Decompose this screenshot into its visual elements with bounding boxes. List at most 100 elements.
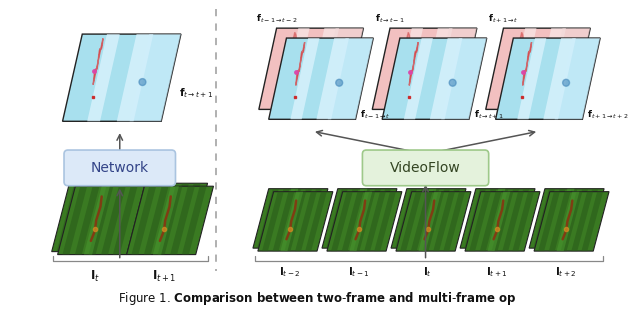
Polygon shape [428,189,450,248]
Polygon shape [349,189,371,248]
Polygon shape [349,192,372,251]
Polygon shape [369,189,391,248]
Polygon shape [63,186,87,255]
Polygon shape [262,192,284,251]
Polygon shape [130,34,181,121]
Polygon shape [344,189,367,248]
Text: $\mathbf{f}_{t \rightarrow t-1}$: $\mathbf{f}_{t \rightarrow t-1}$ [375,13,405,25]
Polygon shape [444,192,465,251]
Polygon shape [544,189,566,248]
Polygon shape [400,192,422,251]
Polygon shape [549,192,570,251]
Polygon shape [469,192,491,251]
Polygon shape [523,42,532,86]
Polygon shape [555,38,600,119]
Polygon shape [552,189,575,248]
Polygon shape [418,189,440,248]
Text: Network: Network [91,161,149,175]
Text: $\mathbf{I}_t$: $\mathbf{I}_t$ [90,268,100,284]
Polygon shape [543,38,576,119]
Polygon shape [508,189,529,248]
Polygon shape [318,28,364,109]
Polygon shape [326,189,348,248]
Text: $\mathbf{I}_{t-2}$: $\mathbf{I}_{t-2}$ [278,265,300,279]
Polygon shape [300,189,322,248]
Polygon shape [438,189,460,248]
Polygon shape [101,186,126,255]
Polygon shape [328,38,373,119]
Polygon shape [164,183,189,252]
Polygon shape [460,189,535,248]
Polygon shape [83,183,108,252]
Text: $\mathbf{I}_{t-1}$: $\mathbf{I}_{t-1}$ [348,265,369,279]
Polygon shape [398,32,410,73]
Polygon shape [327,192,402,251]
Polygon shape [561,192,582,251]
Polygon shape [257,189,279,248]
Polygon shape [374,192,396,251]
Polygon shape [113,186,138,255]
Polygon shape [176,183,201,252]
Polygon shape [147,183,173,252]
Polygon shape [337,189,358,248]
Polygon shape [488,192,510,251]
Polygon shape [411,192,433,251]
Polygon shape [125,183,150,252]
Polygon shape [153,186,179,255]
Polygon shape [291,38,319,119]
Polygon shape [517,38,547,119]
Polygon shape [170,186,195,255]
Polygon shape [290,189,312,248]
Polygon shape [275,189,298,248]
Polygon shape [483,189,506,248]
Polygon shape [359,189,381,248]
Circle shape [563,79,570,86]
Polygon shape [406,189,428,248]
Polygon shape [307,28,339,109]
Polygon shape [78,183,104,252]
Polygon shape [107,183,132,252]
Polygon shape [382,38,486,119]
Polygon shape [117,34,154,121]
Polygon shape [545,28,590,109]
Polygon shape [497,189,519,248]
Polygon shape [259,28,364,109]
Polygon shape [87,34,120,121]
Polygon shape [495,38,600,119]
Polygon shape [280,28,310,109]
Polygon shape [533,189,555,248]
Polygon shape [305,192,327,251]
Polygon shape [391,189,466,248]
Text: $\mathbf{f}_{t \rightarrow t+1}$: $\mathbf{f}_{t \rightarrow t+1}$ [179,87,213,100]
Polygon shape [322,189,397,248]
Polygon shape [395,189,417,248]
Polygon shape [534,28,566,109]
Polygon shape [441,38,486,119]
Polygon shape [121,183,207,252]
Polygon shape [486,189,508,248]
Polygon shape [69,183,93,252]
Polygon shape [84,186,110,255]
Polygon shape [273,192,294,251]
FancyBboxPatch shape [64,150,175,186]
Polygon shape [464,189,486,248]
Polygon shape [419,192,442,251]
Polygon shape [430,38,463,119]
Polygon shape [93,39,103,85]
Polygon shape [413,189,436,248]
Polygon shape [280,189,301,248]
Polygon shape [56,183,81,252]
Text: VideoFlow: VideoFlow [390,161,461,175]
Text: $\mathbf{I}_{t+2}$: $\mathbf{I}_{t+2}$ [555,265,577,279]
Circle shape [336,79,342,86]
Text: Figure 1. $\mathbf{Comparison\ between\ two\text{-}frame\ and\ multi\text{-}fram: Figure 1. $\mathbf{Comparison\ between\ … [118,290,516,307]
Circle shape [139,79,146,86]
Polygon shape [409,42,418,86]
Polygon shape [581,192,603,251]
Polygon shape [152,183,177,252]
Polygon shape [127,186,214,255]
Polygon shape [285,32,296,73]
Polygon shape [89,186,113,255]
Polygon shape [431,28,477,109]
Polygon shape [566,189,588,248]
